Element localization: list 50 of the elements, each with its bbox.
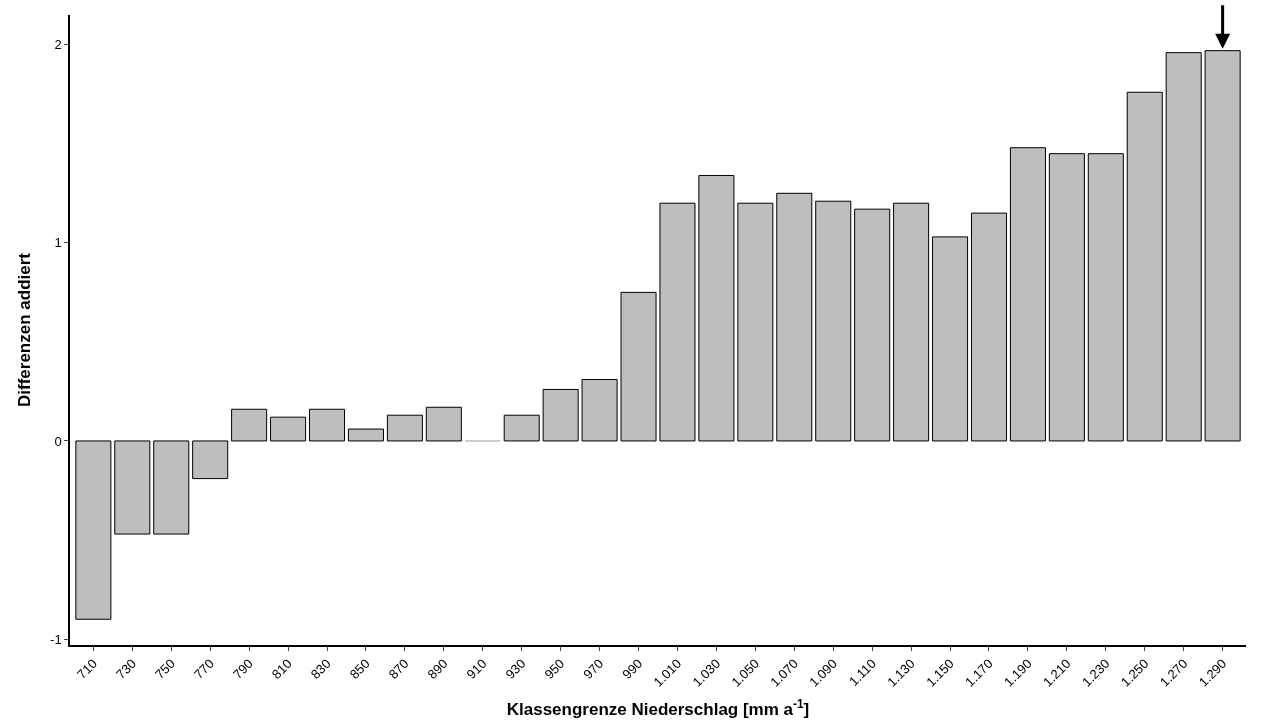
x-tick-label: 910	[463, 655, 490, 682]
x-tick-label: 930	[502, 655, 529, 682]
x-tick-label: 990	[619, 655, 646, 682]
x-tick-label: 890	[424, 655, 451, 682]
y-tick-label: 2	[54, 37, 62, 53]
bar	[776, 192, 813, 442]
bar	[1204, 50, 1241, 442]
bar	[1126, 91, 1163, 442]
bar	[581, 379, 618, 442]
bar	[503, 414, 540, 442]
bar	[75, 440, 112, 620]
bar	[542, 388, 579, 442]
bar	[1048, 153, 1085, 442]
bar	[308, 408, 346, 442]
bar	[815, 200, 852, 442]
bar	[153, 440, 190, 535]
bar	[347, 428, 384, 442]
bar	[1009, 147, 1046, 442]
bar	[425, 406, 462, 442]
bar	[1165, 52, 1202, 442]
bar	[114, 440, 151, 535]
bar	[620, 291, 657, 442]
bar	[737, 202, 774, 442]
x-tick-label: 790	[229, 655, 256, 682]
y-tick-label: 0	[54, 433, 62, 449]
y-tick-label: -1	[50, 631, 62, 647]
bar	[970, 212, 1008, 442]
x-tick-label: 850	[346, 655, 373, 682]
x-tick-label: 730	[113, 655, 140, 682]
bar	[1087, 153, 1124, 442]
x-tick-label: 950	[541, 655, 568, 682]
x-tick-label: 830	[307, 655, 334, 682]
bar	[854, 208, 891, 442]
bar	[386, 414, 423, 442]
x-tick-label: 750	[152, 655, 178, 682]
x-tick-label: 770	[190, 655, 217, 682]
x-tick-label: 810	[268, 655, 295, 682]
bar	[893, 202, 930, 442]
bar	[698, 174, 735, 442]
y-tick-label: 1	[54, 235, 62, 251]
bar	[231, 408, 268, 442]
bar	[270, 416, 307, 442]
y-axis-title: Differenzen addiert	[15, 252, 35, 407]
x-axis-title: Klassengrenze Niederschlag [mm a$^{-1}$]	[506, 697, 810, 720]
x-tick-label: 710	[74, 655, 101, 682]
x-tick-label: 970	[580, 655, 607, 682]
x-tick-label: 870	[385, 655, 412, 682]
bar	[932, 236, 969, 442]
bar	[192, 440, 229, 480]
bar	[659, 202, 696, 442]
